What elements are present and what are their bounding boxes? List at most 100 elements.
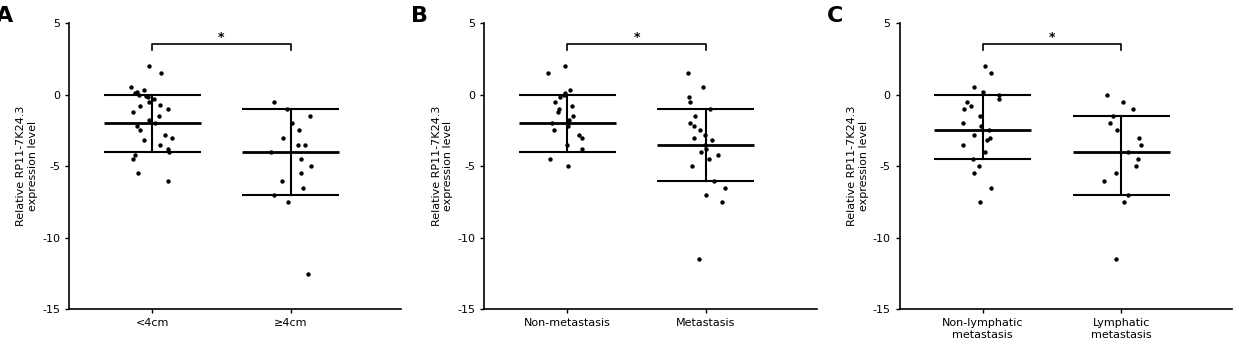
- Point: [1106, 128, 1126, 133]
- Point: [130, 103, 150, 109]
- Point: [559, 118, 579, 123]
- Point: [570, 132, 590, 137]
- Point: [705, 178, 725, 183]
- Point: [538, 70, 558, 76]
- Point: [545, 99, 565, 104]
- Point: [292, 185, 312, 191]
- Point: [563, 103, 582, 109]
- Point: [558, 123, 577, 129]
- Point: [130, 128, 150, 133]
- Point: [279, 199, 299, 205]
- Point: [969, 163, 989, 169]
- Point: [138, 95, 157, 100]
- Point: [150, 113, 170, 119]
- Y-axis label: Relative RP11-7K24.3
expression level: Relative RP11-7K24.3 expression level: [431, 106, 453, 226]
- Point: [970, 113, 990, 119]
- Point: [558, 163, 577, 169]
- Point: [680, 99, 700, 104]
- Point: [715, 185, 735, 191]
- Point: [123, 109, 142, 115]
- Point: [555, 90, 575, 96]
- Point: [989, 92, 1009, 98]
- Point: [1114, 199, 1134, 205]
- Point: [684, 123, 704, 129]
- Point: [1100, 120, 1120, 126]
- Point: [964, 85, 984, 90]
- Point: [693, 85, 712, 90]
- Point: [975, 63, 995, 69]
- Point: [572, 146, 592, 152]
- Point: [155, 132, 175, 137]
- Point: [128, 89, 147, 94]
- Point: [145, 120, 165, 126]
- Point: [963, 156, 983, 162]
- Point: [121, 85, 141, 90]
- Point: [1130, 135, 1150, 140]
- Point: [125, 152, 145, 158]
- Point: [157, 178, 177, 183]
- Point: [691, 149, 711, 155]
- Point: [129, 92, 149, 98]
- Point: [695, 132, 715, 137]
- Point: [712, 199, 732, 205]
- Point: [129, 171, 149, 176]
- Point: [297, 271, 317, 277]
- Point: [540, 156, 560, 162]
- Text: *: *: [218, 31, 224, 44]
- Point: [1127, 156, 1147, 162]
- Point: [289, 128, 309, 133]
- Point: [139, 63, 159, 69]
- Point: [1119, 149, 1139, 155]
- Point: [264, 192, 284, 198]
- Point: [260, 149, 280, 155]
- Point: [162, 135, 182, 140]
- Point: [953, 142, 973, 147]
- Point: [1118, 192, 1137, 198]
- Point: [1097, 92, 1116, 98]
- Y-axis label: Relative RP11-7K24.3
expression level: Relative RP11-7K24.3 expression level: [16, 106, 38, 226]
- Text: C: C: [826, 6, 843, 26]
- Point: [301, 163, 321, 169]
- Point: [696, 146, 716, 152]
- Point: [144, 96, 164, 102]
- Point: [690, 128, 710, 133]
- Point: [699, 156, 719, 162]
- Point: [282, 120, 302, 126]
- Point: [979, 128, 999, 133]
- Point: [291, 171, 311, 176]
- Point: [151, 70, 171, 76]
- Point: [139, 118, 159, 123]
- Point: [700, 106, 720, 112]
- Point: [954, 106, 974, 112]
- Point: [1105, 256, 1125, 262]
- Point: [960, 103, 980, 109]
- Point: [157, 106, 177, 112]
- Point: [1126, 163, 1146, 169]
- Point: [1131, 142, 1151, 147]
- Point: [289, 142, 309, 147]
- Point: [964, 171, 984, 176]
- Point: [123, 156, 142, 162]
- Point: [548, 109, 567, 115]
- Point: [974, 89, 994, 94]
- Point: [958, 99, 978, 104]
- Point: [136, 93, 156, 99]
- Point: [558, 142, 577, 147]
- Point: [964, 132, 984, 137]
- Point: [681, 163, 701, 169]
- Point: [264, 99, 284, 104]
- Point: [680, 120, 700, 126]
- Point: [295, 142, 315, 147]
- Point: [543, 120, 563, 126]
- Point: [970, 199, 990, 205]
- Y-axis label: Relative RP11-7K24.3
expression level: Relative RP11-7K24.3 expression level: [847, 106, 869, 226]
- Point: [300, 113, 320, 119]
- Point: [695, 142, 715, 147]
- Point: [678, 70, 698, 76]
- Point: [981, 70, 1001, 76]
- Point: [554, 92, 574, 98]
- Text: A: A: [0, 6, 14, 26]
- Point: [1113, 99, 1132, 104]
- Point: [125, 90, 145, 96]
- Point: [572, 135, 592, 140]
